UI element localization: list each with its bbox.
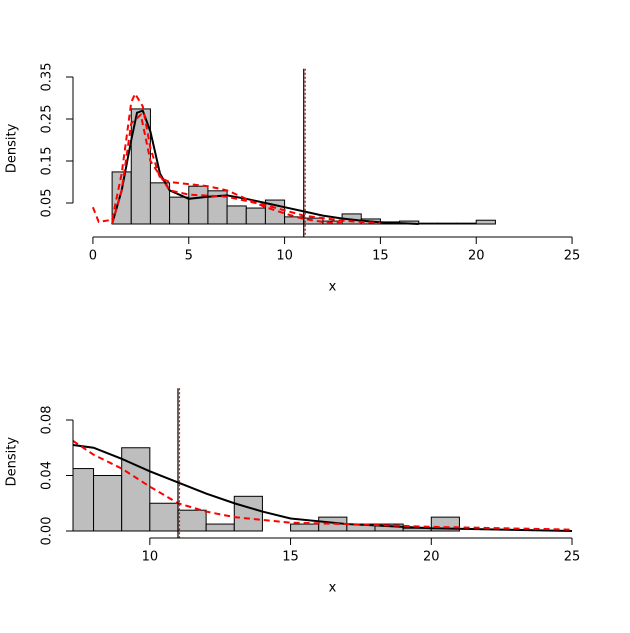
y-tick-label: 0.04 xyxy=(40,461,55,490)
bar xyxy=(226,205,247,225)
density-curve xyxy=(73,439,573,531)
bar xyxy=(418,222,439,225)
bar xyxy=(149,182,171,225)
bar xyxy=(149,502,179,532)
plot-area xyxy=(92,91,496,225)
bar xyxy=(437,222,458,225)
x-tick-label: 25 xyxy=(564,249,581,264)
bar xyxy=(177,509,207,532)
x-tick-label: 10 xyxy=(276,249,293,264)
x-tick-label: 15 xyxy=(372,249,389,264)
y-tick-label: 0.05 xyxy=(40,189,55,218)
y-tick-label: 0.08 xyxy=(40,406,55,435)
x-tick-label: 20 xyxy=(423,550,440,565)
x-tick-label: 5 xyxy=(185,249,193,264)
x-tick-label: 20 xyxy=(468,249,485,264)
x-axis-label: x xyxy=(329,280,337,295)
bar xyxy=(73,468,95,532)
bar xyxy=(245,207,266,225)
bar xyxy=(130,108,151,225)
bar xyxy=(456,222,477,225)
bar xyxy=(290,523,320,532)
x-tick-label: 15 xyxy=(282,550,299,565)
y-axis-label: Density xyxy=(5,437,20,487)
bar xyxy=(205,523,235,532)
density-curve xyxy=(111,109,419,225)
bar xyxy=(188,185,209,225)
y-tick-label: 0.25 xyxy=(40,105,55,134)
density-curve xyxy=(73,443,573,532)
x-axis-label: x xyxy=(329,581,337,596)
y-tick-label: 0.35 xyxy=(40,63,55,92)
y-tick-label: 0.00 xyxy=(40,517,55,546)
x-tick-label: 10 xyxy=(142,550,159,565)
plot-area xyxy=(73,439,573,532)
bar xyxy=(169,196,190,225)
x-tick-label: 25 xyxy=(564,550,581,565)
y-axis-label: Density xyxy=(5,123,20,173)
bar xyxy=(233,495,263,532)
y-tick-label: 0.15 xyxy=(40,147,55,176)
density-curve xyxy=(111,112,381,225)
bar xyxy=(475,219,496,225)
x-tick-label: 0 xyxy=(89,249,97,264)
bar xyxy=(93,475,123,532)
